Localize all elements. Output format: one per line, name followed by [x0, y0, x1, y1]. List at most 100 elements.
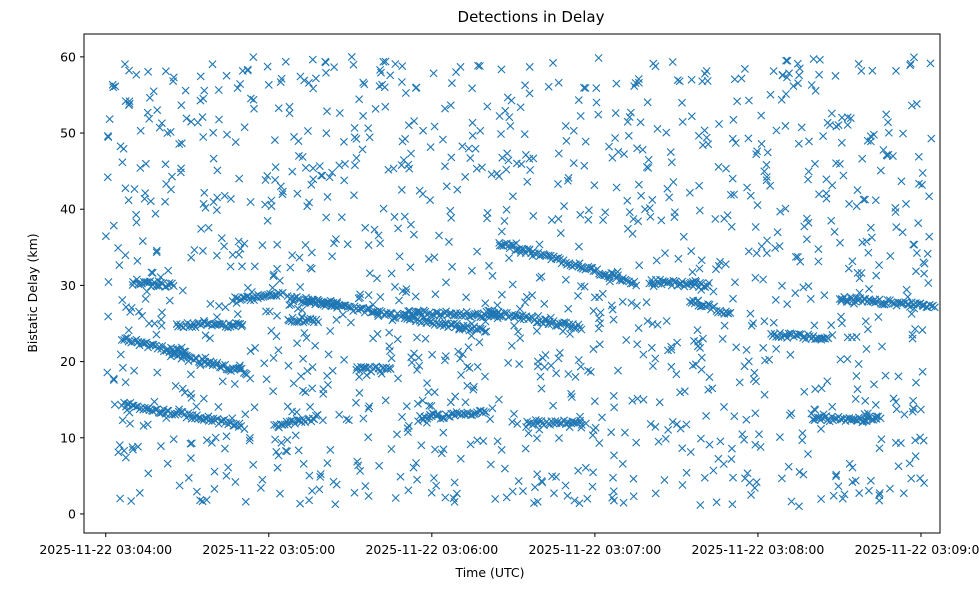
data-point	[749, 319, 758, 328]
data-point	[533, 357, 542, 366]
data-point	[356, 466, 365, 475]
data-point	[206, 299, 215, 308]
data-point	[413, 365, 422, 374]
data-point	[441, 162, 449, 171]
y-axis-label: Bistatic Delay (km)	[25, 233, 40, 352]
data-point	[318, 171, 327, 180]
data-point	[564, 173, 573, 182]
data-point	[854, 360, 863, 368]
data-point	[850, 299, 858, 308]
data-point	[532, 326, 541, 335]
data-point	[584, 366, 592, 375]
data-point	[104, 278, 113, 286]
data-point	[818, 334, 827, 343]
data-point	[456, 62, 465, 71]
data-point	[268, 283, 277, 292]
data-point	[817, 384, 826, 393]
data-point	[668, 58, 677, 66]
data-point	[549, 401, 558, 410]
data-point	[504, 358, 513, 367]
data-point	[648, 362, 657, 370]
data-point	[865, 284, 873, 293]
data-point	[211, 433, 220, 442]
data-point	[115, 441, 124, 450]
data-point	[303, 202, 312, 211]
data-point	[349, 60, 358, 69]
data-point	[388, 316, 397, 325]
data-point	[584, 206, 593, 215]
data-point	[776, 207, 785, 216]
data-point	[468, 131, 477, 140]
data-point	[236, 244, 245, 253]
data-point	[214, 86, 223, 94]
data-point	[481, 372, 489, 381]
data-point	[682, 468, 691, 477]
data-point	[704, 278, 713, 287]
data-point	[906, 61, 915, 70]
data-point	[404, 160, 413, 169]
data-point	[386, 365, 395, 374]
data-point	[397, 185, 406, 194]
data-point	[628, 229, 637, 238]
data-point	[307, 180, 316, 189]
data-point	[128, 281, 137, 289]
data-point	[910, 304, 919, 313]
data-point	[502, 205, 511, 214]
data-point	[636, 118, 645, 127]
data-point	[464, 343, 473, 352]
data-point	[705, 440, 714, 449]
data-point	[474, 61, 483, 70]
data-point	[508, 280, 517, 289]
data-point	[340, 176, 349, 185]
data-point	[800, 387, 809, 396]
data-point	[766, 181, 775, 190]
data-point	[838, 319, 846, 328]
data-point	[177, 343, 186, 352]
data-point	[398, 62, 407, 71]
data-point	[404, 428, 412, 437]
data-point	[296, 72, 305, 81]
data-point	[626, 108, 635, 117]
data-point	[793, 252, 802, 261]
data-point	[776, 329, 784, 337]
data-point	[647, 343, 656, 352]
data-point	[798, 429, 807, 438]
data-point	[246, 374, 255, 383]
data-point	[404, 421, 413, 430]
data-point	[610, 451, 618, 460]
data-point	[786, 350, 795, 359]
data-point	[789, 82, 798, 91]
data-point	[679, 232, 688, 241]
y-tick-label: 0	[68, 506, 76, 521]
data-point	[404, 121, 413, 130]
data-point	[426, 143, 435, 152]
data-point	[663, 184, 672, 193]
data-point	[374, 231, 383, 240]
data-point	[746, 309, 755, 318]
data-point	[337, 213, 346, 222]
data-point	[304, 78, 313, 87]
data-point	[201, 203, 210, 212]
data-point	[886, 252, 895, 260]
data-point	[771, 244, 780, 252]
data-point	[609, 391, 618, 400]
data-point	[753, 201, 762, 210]
data-point	[347, 52, 356, 61]
data-point	[743, 469, 752, 478]
data-point	[629, 492, 638, 501]
data-point	[535, 273, 544, 282]
data-point	[851, 395, 860, 403]
data-point	[862, 345, 871, 353]
data-point	[795, 64, 804, 73]
data-point	[452, 489, 461, 498]
data-point	[431, 290, 440, 299]
data-point	[894, 372, 903, 381]
data-point	[258, 241, 267, 250]
data-point	[544, 82, 553, 91]
data-point	[377, 369, 386, 378]
data-point	[288, 167, 297, 176]
data-point	[305, 471, 314, 480]
data-point	[819, 410, 828, 419]
data-point	[163, 459, 172, 468]
data-point	[240, 239, 249, 248]
